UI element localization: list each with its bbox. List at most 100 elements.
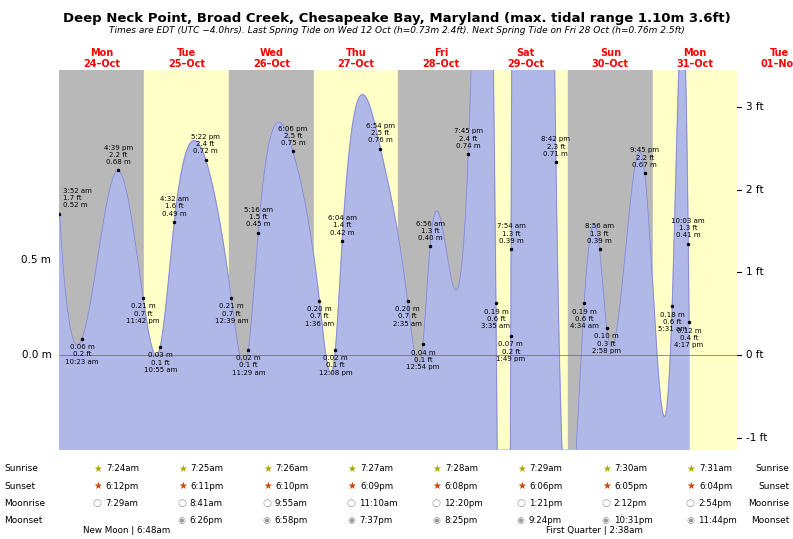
Text: 8:41am: 8:41am (190, 499, 223, 508)
Text: ◉: ◉ (687, 516, 695, 525)
Bar (59, 70, 144, 450)
Text: Moonset: Moonset (751, 516, 789, 525)
Text: ★: ★ (602, 464, 611, 474)
Text: ○: ○ (178, 499, 186, 508)
Text: 4:39 pm
2.2 ft
0.68 m: 4:39 pm 2.2 ft 0.68 m (104, 144, 133, 165)
Text: ★: ★ (687, 464, 695, 474)
Text: 3:52 am
1.7 ft
0.52 m: 3:52 am 1.7 ft 0.52 m (63, 188, 92, 209)
Text: 6:56 am
1.3 ft
0.40 m: 6:56 am 1.3 ft 0.40 m (416, 220, 445, 241)
Text: 8:25pm: 8:25pm (444, 516, 477, 525)
Text: ★: ★ (178, 464, 187, 474)
Text: ○: ○ (601, 499, 610, 508)
Text: 2:54pm: 2:54pm (699, 499, 731, 508)
Text: 9:55am: 9:55am (274, 499, 308, 508)
Text: ★: ★ (178, 481, 187, 491)
Text: Wed
26–Oct: Wed 26–Oct (253, 48, 290, 70)
Text: 0.02 m
0.1 ft
12:08 pm: 0.02 m 0.1 ft 12:08 pm (319, 355, 352, 376)
Text: 0.21 m
0.7 ft
11:42 pm: 0.21 m 0.7 ft 11:42 pm (126, 303, 160, 324)
Text: ★: ★ (517, 481, 526, 491)
Text: 11:44pm: 11:44pm (699, 516, 737, 525)
Text: ○: ○ (686, 499, 695, 508)
Text: Moonset: Moonset (4, 516, 42, 525)
Text: ★: ★ (348, 464, 357, 474)
Text: ★: ★ (517, 464, 526, 474)
Text: 11:10am: 11:10am (359, 499, 398, 508)
Text: Deep Neck Point, Broad Creek, Chesapeake Bay, Maryland (max. tidal range 1.10m 3: Deep Neck Point, Broad Creek, Chesapeake… (63, 12, 730, 25)
Text: 0.0 m: 0.0 m (21, 350, 52, 360)
Bar (568, 70, 653, 450)
Text: ◉: ◉ (432, 516, 440, 525)
Text: 6:58pm: 6:58pm (274, 516, 308, 525)
Text: 7:29am: 7:29am (105, 499, 138, 508)
Text: ★: ★ (94, 481, 102, 491)
Text: 6:06pm: 6:06pm (530, 482, 563, 490)
Text: Sunrise: Sunrise (4, 465, 38, 473)
Text: 4:32 am
1.6 ft
0.49 m: 4:32 am 1.6 ft 0.49 m (160, 196, 189, 217)
Bar (653, 70, 737, 450)
Text: 12:20pm: 12:20pm (444, 499, 483, 508)
Text: 6:04pm: 6:04pm (699, 482, 732, 490)
Text: ★: ★ (602, 481, 611, 491)
Text: Sunset: Sunset (758, 482, 789, 490)
Text: 6:09pm: 6:09pm (360, 482, 393, 490)
Text: 6:04 am
1.4 ft
0.42 m: 6:04 am 1.4 ft 0.42 m (328, 215, 357, 236)
Text: ○: ○ (516, 499, 525, 508)
Text: 7:28am: 7:28am (445, 465, 478, 473)
Text: Mon
31–Oct: Mon 31–Oct (676, 48, 714, 70)
Text: 0.06 m
0.2 ft
10:23 am: 0.06 m 0.2 ft 10:23 am (65, 344, 99, 365)
Text: 6:26pm: 6:26pm (190, 516, 223, 525)
Text: 8:56 am
1.3 ft
0.39 m: 8:56 am 1.3 ft 0.39 m (585, 223, 614, 244)
Text: ◉: ◉ (262, 516, 270, 525)
Text: Sunrise: Sunrise (755, 465, 789, 473)
Text: ○: ○ (347, 499, 356, 508)
Text: 10:03 am
1.3 ft
0.41 m: 10:03 am 1.3 ft 0.41 m (672, 218, 705, 238)
Text: 7:54 am
1.3 ft
0.39 m: 7:54 am 1.3 ft 0.39 m (496, 223, 526, 244)
Text: ○: ○ (262, 499, 271, 508)
Text: 10:31pm: 10:31pm (614, 516, 653, 525)
Text: 6:12pm: 6:12pm (105, 482, 139, 490)
Text: First Quarter | 2:38am: First Quarter | 2:38am (546, 526, 643, 535)
Text: -1 ft: -1 ft (745, 433, 767, 443)
Text: ★: ★ (432, 464, 441, 474)
Text: 6:08pm: 6:08pm (445, 482, 478, 490)
Bar (314, 70, 398, 450)
Text: 3 ft: 3 ft (745, 102, 763, 112)
Text: Mon
24–Oct: Mon 24–Oct (83, 48, 121, 70)
Text: 1:21pm: 1:21pm (529, 499, 562, 508)
Text: ◉: ◉ (517, 516, 525, 525)
Text: 5:22 pm
2.4 ft
0.72 m: 5:22 pm 2.4 ft 0.72 m (191, 134, 220, 154)
Text: ◉: ◉ (178, 516, 186, 525)
Text: 6:06 pm
2.5 ft
0.75 m: 6:06 pm 2.5 ft 0.75 m (278, 126, 308, 146)
Text: ★: ★ (432, 481, 441, 491)
Text: ★: ★ (687, 481, 695, 491)
Text: Sunset: Sunset (4, 482, 35, 490)
Text: Sat
29–Oct: Sat 29–Oct (507, 48, 544, 70)
Text: Sun
30–Oct: Sun 30–Oct (592, 48, 629, 70)
Text: 5:16 am
1.5 ft
0.45 m: 5:16 am 1.5 ft 0.45 m (243, 207, 273, 227)
Text: 6:54 pm
2.5 ft
0.76 m: 6:54 pm 2.5 ft 0.76 m (366, 123, 395, 143)
Text: Tue
25–Oct: Tue 25–Oct (168, 48, 205, 70)
Text: 7:27am: 7:27am (360, 465, 393, 473)
Text: 0.20 m
0.7 ft
1:36 am: 0.20 m 0.7 ft 1:36 am (305, 306, 334, 327)
Text: 0.5 m: 0.5 m (21, 255, 52, 265)
Text: 0.03 m
0.1 ft
10:55 am: 0.03 m 0.1 ft 10:55 am (144, 353, 177, 373)
Text: 9:45 pm
2.2 ft
0.67 m: 9:45 pm 2.2 ft 0.67 m (630, 147, 659, 168)
Text: New Moon | 6:48am: New Moon | 6:48am (83, 526, 170, 535)
Text: ★: ★ (348, 481, 357, 491)
Text: Times are EDT (UTC −4.0hrs). Last Spring Tide on Wed 12 Oct (h=0.73m 2.4ft). Nex: Times are EDT (UTC −4.0hrs). Last Spring… (109, 26, 684, 35)
Text: 0.21 m
0.7 ft
12:39 am: 0.21 m 0.7 ft 12:39 am (215, 303, 248, 324)
Text: 6:05pm: 6:05pm (615, 482, 648, 490)
Text: 0.02 m
0.1 ft
11:29 am: 0.02 m 0.1 ft 11:29 am (232, 355, 265, 376)
Bar (483, 70, 568, 450)
Text: 0.19 m
0.6 ft
3:35 am: 0.19 m 0.6 ft 3:35 am (481, 309, 511, 329)
Text: 0 ft: 0 ft (745, 350, 763, 360)
Text: 7:37pm: 7:37pm (359, 516, 393, 525)
Text: 2 ft: 2 ft (745, 184, 763, 195)
Text: 7:26am: 7:26am (275, 465, 308, 473)
Text: Moonrise: Moonrise (748, 499, 789, 508)
Text: ◉: ◉ (347, 516, 355, 525)
Text: 0.12 m
0.4 ft
4:17 pm: 0.12 m 0.4 ft 4:17 pm (675, 328, 703, 348)
Text: Thu
27–Oct: Thu 27–Oct (338, 48, 374, 70)
Text: 0.18 m
0.6 ft
5:31 am: 0.18 m 0.6 ft 5:31 am (657, 312, 687, 332)
Text: Fri
28–Oct: Fri 28–Oct (423, 48, 459, 70)
